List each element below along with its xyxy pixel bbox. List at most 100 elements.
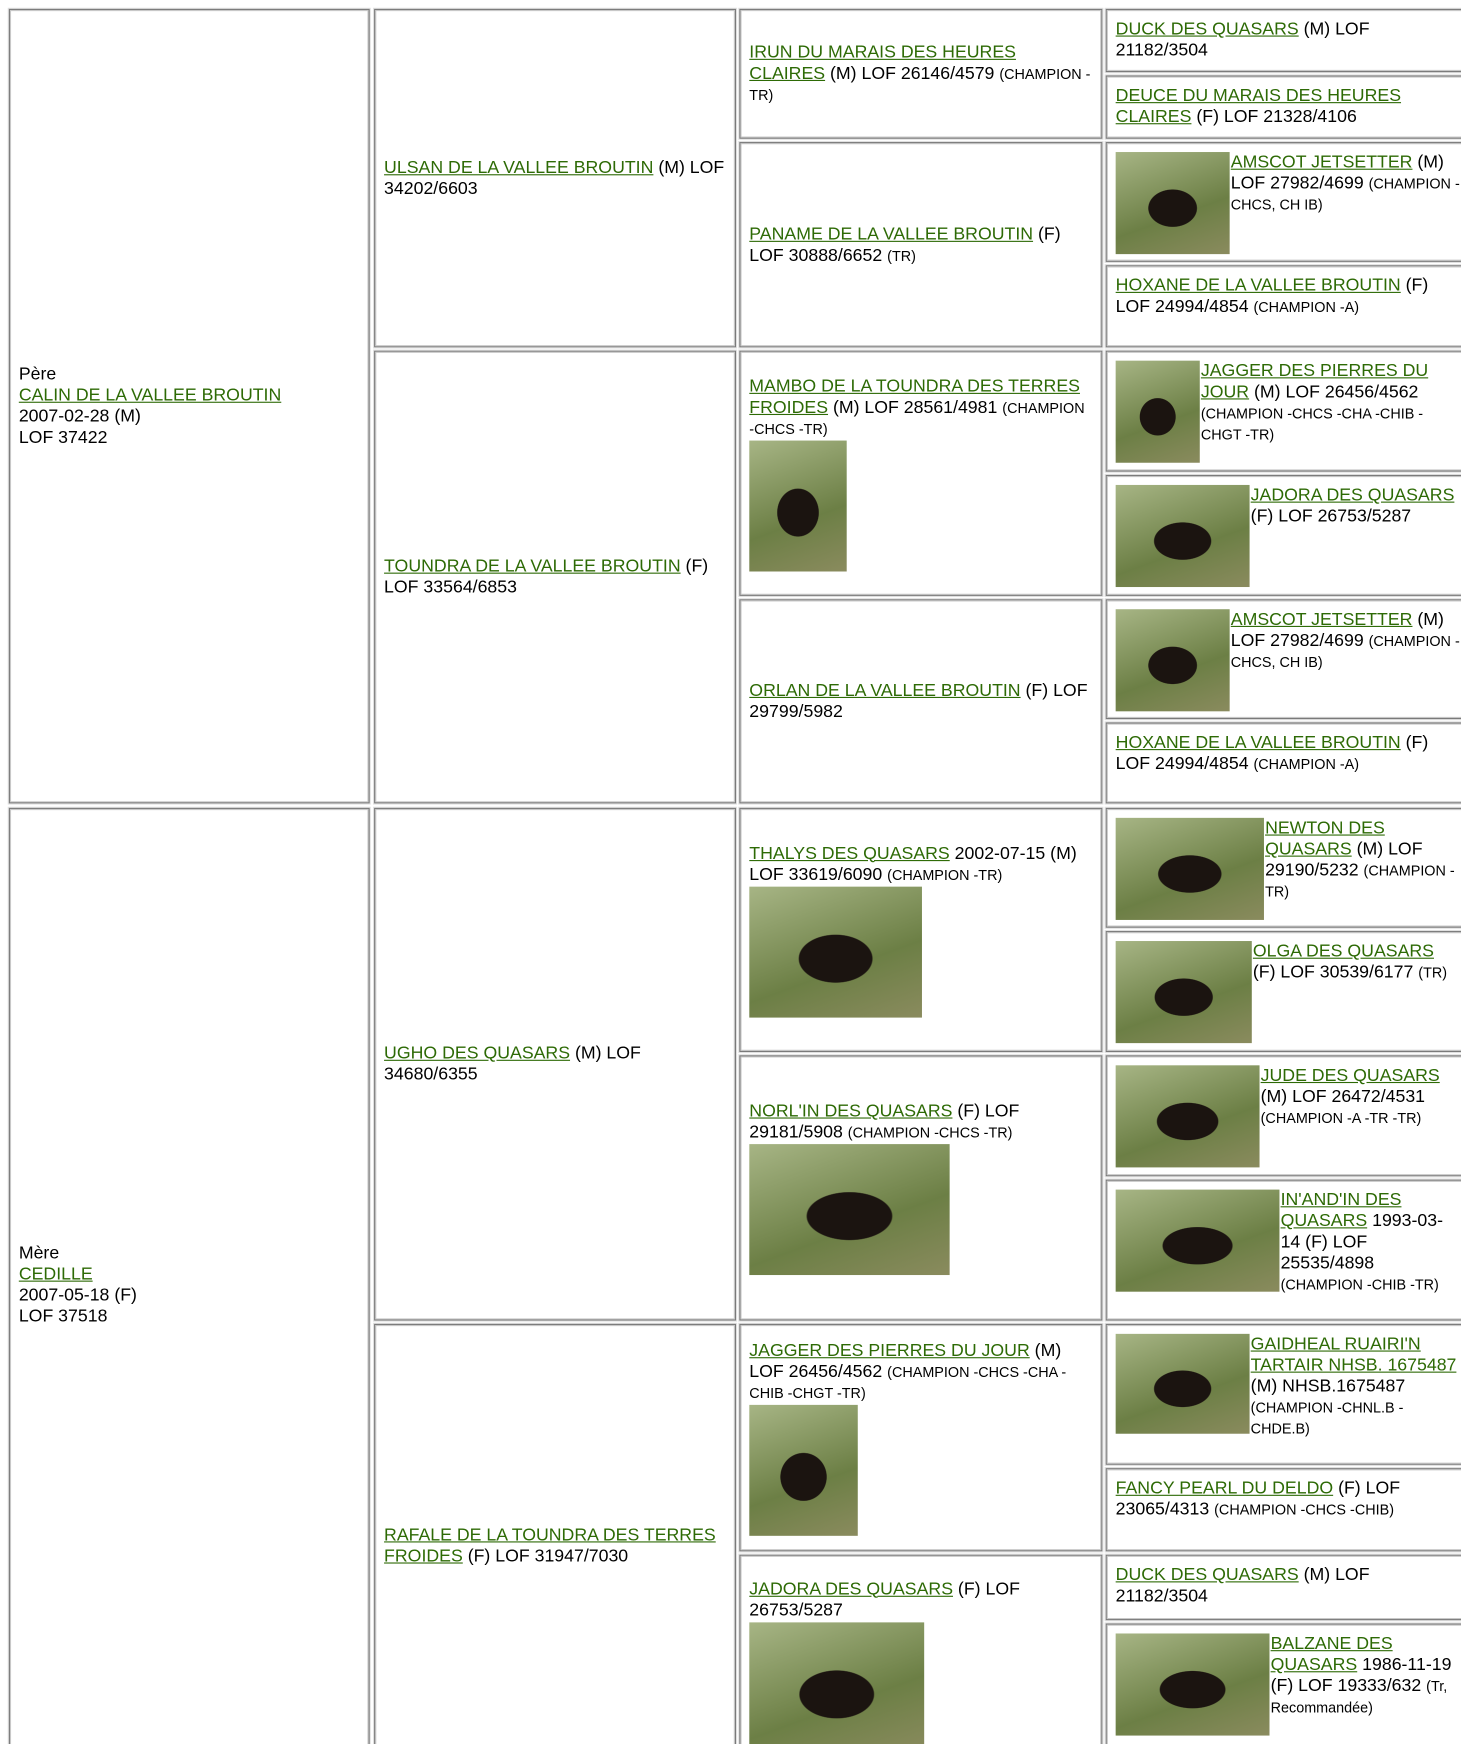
dog-link[interactable]: UGHO DES QUASARS <box>384 1044 571 1064</box>
dog-photo <box>1115 817 1264 920</box>
dog-link[interactable]: THALYS DES QUASARS <box>749 843 950 863</box>
birth-sex: 2007-02-28 (M) <box>18 407 141 427</box>
dog-titles: (CHAMPION -CHNL.B -CHDE.B) <box>1250 1399 1404 1438</box>
pedigree-cell: IN'AND'IN DES QUASARS 1993-03-14 (F) LOF… <box>1105 1179 1461 1321</box>
dog-entry: DUCK DES QUASARS (M) LOF 21182/3504 <box>1116 1565 1461 1607</box>
dog-titles: (CHAMPION -A) <box>1253 755 1360 773</box>
dog-link[interactable]: DEUCE DU MARAIS DES HEURES CLAIRES <box>1115 86 1402 127</box>
dog-details: 1993-03-14 (F) LOF 25535/4898 <box>1280 1211 1443 1273</box>
dog-details: (F) LOF 30888/6652 <box>749 224 1061 265</box>
dog-link[interactable]: NORL'IN DES QUASARS <box>749 1101 953 1121</box>
dog-details: (F) LOF 30539/6177 <box>1252 963 1414 983</box>
dog-titles: (CHAMPION -CHCS -TR) <box>749 398 1085 437</box>
dog-entry: GAIDHEAL RUAIRI'N TARTAIR NHSB. 1675487 … <box>1115 1333 1461 1439</box>
dog-link[interactable]: ULSAN DE LA VALLEE BROUTIN <box>384 158 654 177</box>
pedigree-cell: PANAME DE LA VALLEE BROUTIN (F) LOF 3088… <box>739 142 1103 348</box>
pedigree-cell: NEWTON DES QUASARS (M) LOF 29190/5232 (C… <box>1105 807 1461 928</box>
dog-titles: (CHAMPION -CHCS -CHA -CHIB -CHGT -TR) <box>749 1363 1067 1401</box>
dog-photo <box>749 886 922 1018</box>
dog-details: (F) LOF 23065/4313 <box>1115 1479 1401 1520</box>
dog-link[interactable]: CALIN DE LA VALLEE BROUTIN <box>18 386 282 406</box>
dog-entry: RAFALE DE LA TOUNDRA DES TERRES FROIDES … <box>384 1525 726 1567</box>
dog-link[interactable]: MAMBO DE LA TOUNDRA DES TERRES FROIDES <box>749 376 1080 417</box>
dog-link[interactable]: IRUN DU MARAIS DES HEURES CLAIRES <box>749 43 1016 84</box>
dog-entry: IN'AND'IN DES QUASARS 1993-03-14 (F) LOF… <box>1115 1189 1461 1295</box>
dog-titles: (CHAMPION -CHCS -TR) <box>847 1124 1013 1141</box>
dog-link[interactable]: CEDILLE <box>18 1265 93 1284</box>
dog-details: (M) LOF 34680/6355 <box>384 1044 641 1085</box>
dog-link[interactable]: JUDE DES QUASARS <box>1260 1066 1440 1086</box>
dog-details: (M) LOF 27982/4699 <box>1230 610 1444 651</box>
dog-titles: (Tr, Recommandée) <box>1270 1677 1448 1716</box>
dog-photo <box>1115 1065 1260 1168</box>
dog-link[interactable]: PANAME DE LA VALLEE BROUTIN <box>749 224 1034 244</box>
pedigree-cell: RAFALE DE LA TOUNDRA DES TERRES FROIDES … <box>374 1323 737 1744</box>
dog-details: (M) LOF 26146/4579 <box>830 64 995 84</box>
dog-link[interactable]: DUCK DES QUASARS <box>1115 19 1299 39</box>
dog-details: 1986-11-19 (F) LOF 19333/632 <box>1270 1655 1452 1696</box>
dog-link[interactable]: RAFALE DE LA TOUNDRA DES TERRES FROIDES <box>384 1525 716 1566</box>
dog-details: (F) LOF 29799/5982 <box>749 681 1088 722</box>
dog-entry: ORLAN DE LA VALLEE BROUTIN (F) LOF 29799… <box>749 680 1092 722</box>
pedigree-cell: JUDE DES QUASARS (M) LOF 26472/4531 (CHA… <box>1105 1055 1461 1177</box>
dog-link[interactable]: OLGA DES QUASARS <box>1252 942 1434 962</box>
dog-link[interactable]: GAIDHEAL RUAIRI'N TARTAIR NHSB. 1675487 <box>1250 1334 1457 1375</box>
dog-link[interactable]: JADORA DES QUASARS <box>749 1579 954 1599</box>
dog-photo <box>1115 152 1230 255</box>
pedigree-cell: AMSCOT JETSETTER (M) LOF 27982/4699 (CHA… <box>1105 142 1461 262</box>
dog-link[interactable]: HOXANE DE LA VALLEE BROUTIN <box>1115 733 1401 753</box>
pedigree-cell: JADORA DES QUASARS (F) LOF 26753/5287 <box>739 1554 1103 1744</box>
dog-details: (M) LOF 34202/6603 <box>384 158 725 199</box>
dog-titles: (TR) <box>1418 964 1448 981</box>
dog-link[interactable]: ORLAN DE LA VALLEE BROUTIN <box>749 681 1021 701</box>
dog-link[interactable]: JADORA DES QUASARS <box>1250 486 1455 505</box>
dog-details: (F) LOF 21328/4106 <box>1196 107 1357 127</box>
dog-details: (M) NHSB.1675487 <box>1250 1377 1406 1397</box>
pedigree-cell: GAIDHEAL RUAIRI'N TARTAIR NHSB. 1675487 … <box>1105 1323 1461 1465</box>
dog-titles: (CHAMPION -CHCS -CHA -CHIB -CHGT -TR) <box>1200 405 1424 443</box>
dog-details: (F) LOF 29181/5908 <box>749 1101 1020 1142</box>
dog-link[interactable]: FANCY PEARL DU DELDO <box>1115 1479 1334 1499</box>
dog-titles: (CHAMPION -TR) <box>1265 862 1455 900</box>
dog-link[interactable]: HOXANE DE LA VALLEE BROUTIN <box>1115 276 1401 296</box>
dog-link[interactable]: AMSCOT JETSETTER <box>1230 610 1413 630</box>
dog-link[interactable]: DUCK DES QUASARS <box>1115 1565 1299 1585</box>
pedigree-cell: JAGGER DES PIERRES DU JOUR (M) LOF 26456… <box>1105 350 1461 472</box>
dog-details: (M) LOF 21182/3504 <box>1115 19 1370 60</box>
dog-entry: TOUNDRA DE LA VALLEE BROUTIN (F) LOF 335… <box>384 556 726 598</box>
dog-entry: JADORA DES QUASARS (F) LOF 26753/5287 <box>1115 484 1461 588</box>
dog-details: (F) LOF 24994/4854 <box>1115 276 1429 317</box>
dog-entry: JAGGER DES PIERRES DU JOUR (M) LOF 26456… <box>749 1340 1092 1536</box>
pedigree-cell: JAGGER DES PIERRES DU JOUR (M) LOF 26456… <box>739 1323 1103 1552</box>
dog-link[interactable]: BALZANE DES QUASARS <box>1270 1634 1393 1675</box>
pedigree-cell: UGHO DES QUASARS (M) LOF 34680/6355 <box>374 807 737 1321</box>
dog-photo <box>1115 360 1200 463</box>
dog-link[interactable]: TOUNDRA DE LA VALLEE BROUTIN <box>384 557 681 576</box>
pedigree-cell: ULSAN DE LA VALLEE BROUTIN (M) LOF 34202… <box>374 8 737 348</box>
pedigree-cell: BALZANE DES QUASARS 1986-11-19 (F) LOF 1… <box>1105 1623 1461 1744</box>
dog-titles: (CHAMPION -CHCS -CHIB) <box>1214 1501 1394 1519</box>
dog-details: (F) LOF 33564/6853 <box>384 557 709 598</box>
pedigree-cell: DEUCE DU MARAIS DES HEURES CLAIRES (F) L… <box>1105 75 1461 139</box>
dog-link[interactable]: NEWTON DES QUASARS <box>1265 818 1385 859</box>
dog-link[interactable]: AMSCOT JETSETTER <box>1230 153 1413 173</box>
dog-entry: MAMBO DE LA TOUNDRA DES TERRES FROIDES (… <box>749 376 1092 571</box>
dog-details: (F) LOF 26753/5287 <box>1250 507 1412 526</box>
dog-link[interactable]: IN'AND'IN DES QUASARS <box>1280 1190 1402 1231</box>
dog-titles: (TR) <box>887 246 916 264</box>
dog-link[interactable]: JAGGER DES PIERRES DU JOUR <box>749 1341 1030 1360</box>
dog-titles: (CHAMPION -A -TR -TR) <box>1260 1109 1422 1127</box>
dog-photo <box>749 1404 858 1536</box>
dog-link[interactable]: JAGGER DES PIERRES DU JOUR <box>1200 361 1429 402</box>
dog-details: (F) LOF 26753/5287 <box>749 1579 1020 1620</box>
pedigree-cell: DUCK DES QUASARS (M) LOF 21182/3504 <box>1105 1554 1461 1621</box>
dog-entry: UGHO DES QUASARS (M) LOF 34680/6355 <box>384 1043 726 1085</box>
dog-entry: HOXANE DE LA VALLEE BROUTIN (F) LOF 2499… <box>1116 275 1461 317</box>
dog-details: 2002-07-15 (M) LOF 33619/6090 <box>749 843 1077 884</box>
pedigree-cell: OLGA DES QUASARS (F) LOF 30539/6177 (TR) <box>1105 931 1461 1052</box>
dog-photo <box>1115 1189 1280 1292</box>
pedigree-cell: THALYS DES QUASARS 2002-07-15 (M) LOF 33… <box>739 807 1103 1052</box>
dog-photo <box>1115 1633 1270 1736</box>
